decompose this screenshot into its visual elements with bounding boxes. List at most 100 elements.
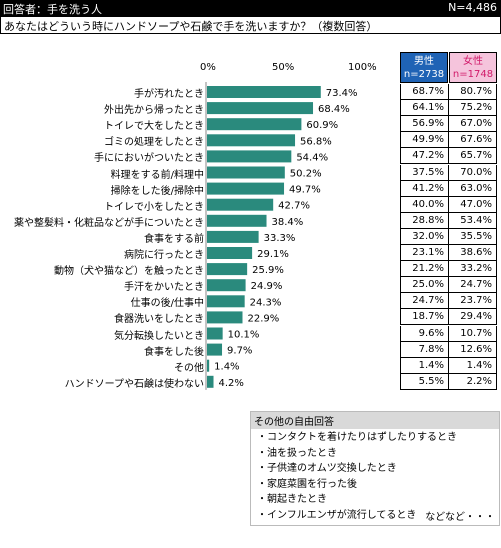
female-value-cell: 63.0%	[449, 180, 497, 197]
female-value-cell: 23.7%	[449, 293, 497, 310]
male-column-header: 男性 n=2738	[400, 52, 448, 83]
male-header-n: n=2738	[403, 69, 445, 80]
category-label: 手ににおいがついたとき	[94, 153, 204, 165]
male-header-label: 男性	[414, 56, 434, 67]
bar-value-label: 1.4%	[214, 362, 239, 373]
bar	[207, 247, 253, 259]
category-label: その他	[174, 362, 204, 374]
category-label: 食器洗いをしたとき	[114, 314, 204, 326]
scale-tick-0: 0%	[200, 62, 216, 73]
category-label: 手汗をかいたとき	[124, 282, 204, 294]
bar	[207, 343, 223, 356]
category-label: 薬や整髪料・化粧品などが手についたとき	[14, 217, 204, 229]
category-label: トイレで小をしたとき	[104, 201, 204, 213]
male-value-cell: 49.9%	[400, 132, 449, 149]
female-value-cell: 67.0%	[449, 116, 497, 133]
male-value-cell: 40.0%	[400, 196, 449, 213]
female-value-cell: 38.6%	[449, 245, 497, 261]
table-row: 動物（犬や猫など）を触ったとき 21.2% 33.2%	[0, 261, 501, 278]
female-value-cell: 35.5%	[449, 228, 497, 245]
category-label: 食事をする前	[144, 233, 204, 245]
table-row: 食事をした後 7.8% 12.6%	[0, 341, 501, 358]
table-row: 手が汚れたとき 68.7% 80.7%	[0, 84, 501, 100]
category-label: 仕事の後/仕事中	[130, 298, 204, 310]
category-label: ゴミの処理をしたとき	[104, 137, 204, 149]
bar-value-label: 50.2%	[290, 169, 322, 180]
table-row: 外出先から帰ったとき 64.1% 75.2%	[0, 100, 501, 117]
female-value-cell: 33.2%	[449, 261, 497, 278]
female-value-cell: 29.4%	[449, 309, 497, 326]
scale-tick-50: 50%	[272, 62, 295, 73]
free-answer-item: ・家庭菜園を行った後	[257, 478, 357, 490]
bar-chart: 73.4% 68.4% 60.9% 56.8% 54.4% 50.2% 49.7% 42.7%…	[205, 82, 358, 390]
table-row: 掃除をした後/掃除中 41.2% 63.0%	[0, 180, 501, 197]
bar-value-label: 33.3%	[264, 233, 296, 244]
male-value-cell: 56.9%	[400, 116, 449, 133]
total-n-label: N=4,486	[448, 1, 497, 14]
free-answer-list: ・コンタクトを着けたりはずしたりするとき ・油を扱ったとき ・子供達のオムツ交換…	[251, 429, 499, 525]
table-row: 食器洗いをしたとき 18.7% 29.4%	[0, 309, 501, 326]
bar	[207, 198, 274, 211]
table-row: 仕事の後/仕事中 24.7% 23.7%	[0, 293, 501, 310]
female-value-cell: 67.6%	[449, 132, 497, 149]
table-row: その他 1.4% 1.4%	[0, 357, 501, 374]
category-label: トイレで大をしたとき	[104, 121, 204, 133]
bar	[207, 295, 245, 308]
free-answer-item: ・子供達のオムツ交換したとき	[257, 463, 397, 474]
table-row: ゴミの処理をしたとき 49.9% 67.6%	[0, 132, 501, 149]
male-value-cell: 64.1%	[400, 100, 449, 117]
bar	[207, 118, 302, 131]
free-answer-item: ・コンタクトを着けたりはずしたりするとき	[257, 432, 457, 443]
bar-value-label: 4.2%	[219, 378, 244, 389]
female-column-header: 女性 n=1748	[449, 52, 497, 83]
free-answer-box: その他の自由回答 ・コンタクトを着けたりはずしたりするとき ・油を扱ったとき ・…	[250, 411, 500, 526]
male-value-cell: 7.8%	[400, 341, 449, 358]
table-row: ハンドソープや石鹸は使わない 5.5% 2.2%	[0, 373, 501, 390]
free-answer-title: その他の自由回答	[251, 412, 499, 429]
free-answer-item: ・インフルエンザが流行してるとき	[257, 509, 417, 521]
female-value-cell: 75.2%	[449, 100, 497, 117]
category-label: 病院に行ったとき	[124, 250, 204, 261]
bar-value-label: 38.4%	[272, 217, 304, 228]
male-value-cell: 1.4%	[400, 357, 449, 374]
bar	[207, 102, 314, 115]
male-value-cell: 24.7%	[400, 293, 449, 310]
bar-value-label: 22.9%	[247, 313, 279, 324]
male-value-cell: 21.2%	[400, 261, 449, 278]
bar-value-label: 24.3%	[250, 297, 282, 308]
category-label: 外出先から帰ったとき	[104, 105, 204, 117]
female-value-cell: 24.7%	[449, 277, 497, 294]
male-value-cell: 32.0%	[400, 228, 449, 245]
bar	[207, 327, 223, 340]
female-header-n: n=1748	[452, 69, 494, 80]
bar	[207, 263, 248, 276]
female-value-cell: 65.7%	[449, 148, 497, 165]
bar	[207, 166, 285, 179]
male-value-cell: 37.5%	[400, 164, 449, 181]
female-value-cell: 80.7%	[449, 84, 497, 100]
bar	[207, 375, 214, 388]
male-value-cell: 68.7%	[400, 84, 449, 100]
male-value-cell: 25.0%	[400, 277, 449, 294]
category-label: 料理をする前/料理中	[110, 169, 204, 181]
category-label: 掃除をした後/掃除中	[110, 185, 204, 197]
bar-value-label: 25.9%	[252, 265, 284, 276]
table-row: 手汗をかいたとき 25.0% 24.7%	[0, 277, 501, 294]
bar-value-label: 29.1%	[257, 249, 289, 260]
female-header-label: 女性	[463, 56, 483, 67]
category-label: 手が汚れたとき	[134, 89, 204, 100]
female-value-cell: 12.6%	[449, 341, 497, 358]
table-row: 気分転換したいとき 9.6% 10.7%	[0, 325, 501, 342]
male-value-cell: 5.5%	[400, 373, 449, 390]
male-value-cell: 9.6%	[400, 325, 449, 342]
question-text: あなたはどういう時にハンドソープや石鹸で手を洗いますか？（複数回答）	[0, 16, 501, 34]
category-label: ハンドソープや石鹸は使わない	[64, 378, 204, 390]
bar	[207, 86, 321, 98]
bar-value-label: 56.8%	[300, 136, 332, 147]
table-row: 料理をする前/料理中 37.5% 70.0%	[0, 164, 501, 181]
bar-value-label: 10.1%	[228, 330, 260, 341]
female-value-cell: 53.4%	[449, 212, 497, 229]
respondent-label: 回答者：手を洗う人	[3, 3, 102, 16]
table-row: トイレで大をしたとき 56.9% 67.0%	[0, 116, 501, 133]
bar-value-label: 68.4%	[318, 104, 350, 115]
